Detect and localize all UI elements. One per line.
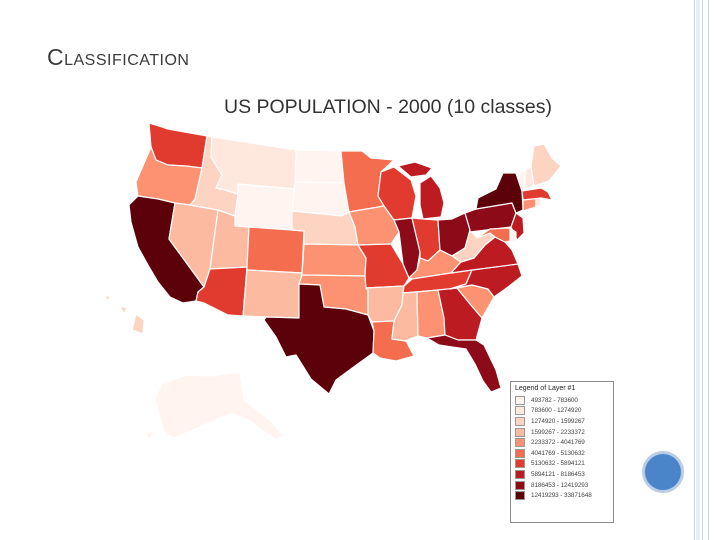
- legend-swatch: [515, 438, 525, 448]
- legend-label: 8186453 - 12419293: [531, 481, 589, 489]
- legend-label: 5894121 - 8186453: [531, 470, 585, 478]
- legend-row: 4041769 - 5130632: [515, 448, 609, 459]
- state-ma[interactable]: [521, 187, 553, 201]
- legend-swatch: [515, 427, 525, 437]
- legend-swatch: [515, 459, 525, 469]
- legend-row: 12419293 - 33871648: [515, 490, 609, 501]
- legend-swatch: [515, 406, 525, 416]
- legend-row: 5130632 - 5894121: [515, 459, 609, 470]
- slide-edge-rule: [694, 0, 695, 540]
- legend-swatch: [515, 469, 525, 479]
- state-ri[interactable]: [535, 197, 542, 208]
- state-md[interactable]: [476, 227, 511, 243]
- legend-label: 5130632 - 5894121: [531, 460, 585, 468]
- slide-nav-dot[interactable]: [642, 451, 684, 493]
- state-nm[interactable]: [242, 269, 303, 319]
- state-co[interactable]: [246, 226, 305, 274]
- legend-row: 493782 - 783600: [515, 395, 609, 406]
- state-ak-island[interactable]: [144, 429, 156, 441]
- state-hi-island[interactable]: [119, 305, 128, 315]
- state-ks[interactable]: [301, 243, 367, 277]
- slide-edge-rule: [708, 0, 709, 540]
- legend-row: 783600 - 1274920: [515, 406, 609, 417]
- state-mi[interactable]: [419, 175, 445, 220]
- state-wv[interactable]: [451, 229, 496, 263]
- legend-swatch: [515, 448, 525, 458]
- map-legend: Legend of Layer #1 493782 - 783600 783600…: [510, 381, 614, 523]
- legend-row: 2233372 - 4041769: [515, 437, 609, 448]
- state-de[interactable]: [509, 228, 517, 244]
- legend-label: 12419293 - 33871648: [531, 492, 592, 500]
- legend-rows: 493782 - 783600 783600 - 1274920 1274920 -…: [515, 395, 609, 501]
- legend-swatch: [515, 480, 525, 490]
- state-me[interactable]: [530, 143, 562, 187]
- legend-label: 493782 - 783600: [531, 396, 578, 404]
- legend-label: 783600 - 1274920: [531, 407, 582, 415]
- legend-swatch: [515, 416, 525, 426]
- legend-label: 2233372 - 4041769: [531, 439, 585, 447]
- state-wy[interactable]: [234, 183, 296, 231]
- map-title: US POPULATION - 2000 (10 classes): [224, 96, 552, 118]
- state-fl[interactable]: [426, 334, 502, 393]
- legend-label: 1274920 - 1599267: [531, 417, 585, 425]
- state-hi-island[interactable]: [103, 295, 111, 302]
- legend-row: 5894121 - 8186453: [515, 469, 609, 480]
- slide-edge-band: [696, 0, 700, 540]
- legend-row: 1274920 - 1599267: [515, 416, 609, 427]
- legend-swatch: [515, 491, 525, 501]
- state-tx[interactable]: [263, 283, 375, 395]
- legend-swatch: [515, 395, 525, 405]
- state-mi-upper[interactable]: [397, 161, 433, 178]
- state-sd[interactable]: [291, 181, 350, 217]
- state-hi[interactable]: [131, 313, 145, 335]
- state-ak[interactable]: [154, 371, 284, 441]
- legend-title: Legend of Layer #1: [515, 385, 576, 392]
- legend-row: 1599267 - 2233372: [515, 427, 609, 438]
- state-nd[interactable]: [294, 149, 345, 184]
- legend-label: 1599267 - 2233372: [531, 428, 585, 436]
- slide-edge-rule: [702, 0, 703, 540]
- legend-row: 8186453 - 12419293: [515, 480, 609, 491]
- legend-label: 4041769 - 5130632: [531, 449, 585, 457]
- slide-title: Classification: [47, 44, 190, 70]
